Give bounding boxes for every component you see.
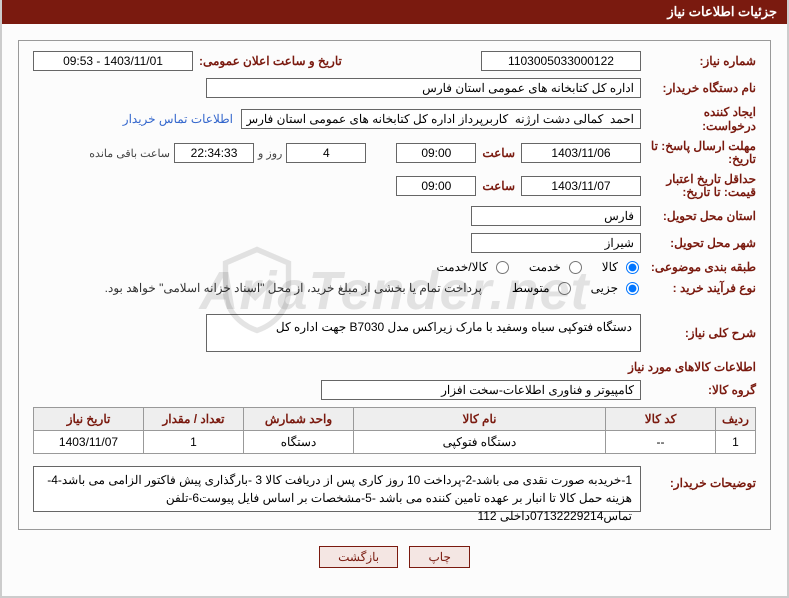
days-remaining-field[interactable] [286,143,366,163]
hour-label-1: ساعت [476,146,521,160]
radio-service[interactable] [569,261,582,274]
remaining-suffix: ساعت باقی مانده [85,147,174,160]
back-button[interactable]: بازگشت [319,546,398,568]
reply-deadline-label: مهلت ارسال پاسخ: تا تاریخ: [641,140,756,166]
radio-goods-service[interactable] [496,261,509,274]
reply-hour-field[interactable] [396,143,476,163]
buyer-org-label: نام دستگاه خریدار: [641,81,756,95]
goods-info-title: اطلاعات کالاهای مورد نیاز [33,360,756,374]
th-row: ردیف [716,408,756,431]
td-name: دستگاه فتوکپی [354,431,606,454]
th-qty: تعداد / مقدار [144,408,244,431]
need-number-field[interactable] [481,51,641,71]
td-qty: 1 [144,431,244,454]
panel-header: جزئیات اطلاعات نیاز [2,0,787,24]
need-number-label: شماره نیاز: [641,54,756,68]
panel-title: جزئیات اطلاعات نیاز [667,4,777,19]
td-row: 1 [716,431,756,454]
table-row: 1 -- دستگاه فتوکپی دستگاه 1 1403/11/07 [34,431,756,454]
announce-time-label: تاریخ و ساعت اعلان عمومی: [193,54,348,68]
radio-goods[interactable] [626,261,639,274]
goods-group-field[interactable] [321,380,641,400]
price-validity-label: حداقل تاریخ اعتبار قیمت: تا تاریخ: [641,173,756,199]
price-validity-hour-field[interactable] [396,176,476,196]
radio-partial[interactable] [626,282,639,295]
th-date: تاریخ نیاز [34,408,144,431]
reply-date-field[interactable] [521,143,641,163]
print-button[interactable]: چاپ [409,546,469,568]
radio-medium-label: متوسط [498,281,552,295]
price-validity-date-field[interactable] [521,176,641,196]
hour-label-2: ساعت [476,179,521,193]
th-name: نام کالا [354,408,606,431]
td-code: -- [606,431,716,454]
buyer-notes-box[interactable]: 1-خریدبه صورت نقدی می باشد-2-پرداخت 10 ر… [33,466,641,512]
delivery-province-label: استان محل تحویل: [641,209,756,223]
buyer-org-field[interactable] [206,78,641,98]
th-unit: واحد شمارش [244,408,354,431]
purchase-note: پرداخت تمام یا بخشی از مبلغ خرید، از محل… [105,281,488,295]
td-unit: دستگاه [244,431,354,454]
days-and-label: روز و [254,147,286,160]
radio-partial-label: جزیی [577,281,620,295]
td-date: 1403/11/07 [34,431,144,454]
subject-class-label: طبقه بندی موضوعی: [641,260,756,274]
delivery-province-field[interactable] [471,206,641,226]
content-panel: شماره نیاز: تاریخ و ساعت اعلان عمومی: نا… [18,40,771,530]
th-code: کد کالا [606,408,716,431]
requester-label: ایجاد کننده درخواست: [641,105,756,133]
need-desc-box[interactable]: دستگاه فتوکپی سیاه وسفید با مارک زیراکس … [206,314,641,352]
goods-table: ردیف کد کالا نام کالا واحد شمارش تعداد /… [33,407,756,454]
button-row: چاپ بازگشت [2,546,787,568]
delivery-city-label: شهر محل تحویل: [641,236,756,250]
radio-goods-service-label: کالا/خدمت [422,260,489,274]
announce-time-field[interactable] [33,51,193,71]
buyer-contact-link[interactable]: اطلاعات تماس خریدار [123,112,233,126]
requester-field[interactable] [241,109,641,129]
delivery-city-field[interactable] [471,233,641,253]
radio-medium[interactable] [558,282,571,295]
radio-goods-label: کالا [588,260,620,274]
goods-group-label: گروه کالا: [641,383,756,397]
buyer-notes-label: توضیحات خریدار: [641,466,756,490]
purchase-type-label: نوع فرآیند خرید : [641,281,756,295]
time-remaining-field[interactable] [174,143,254,163]
need-desc-label: شرح کلی نیاز: [641,326,756,340]
radio-service-label: خدمت [515,260,563,274]
